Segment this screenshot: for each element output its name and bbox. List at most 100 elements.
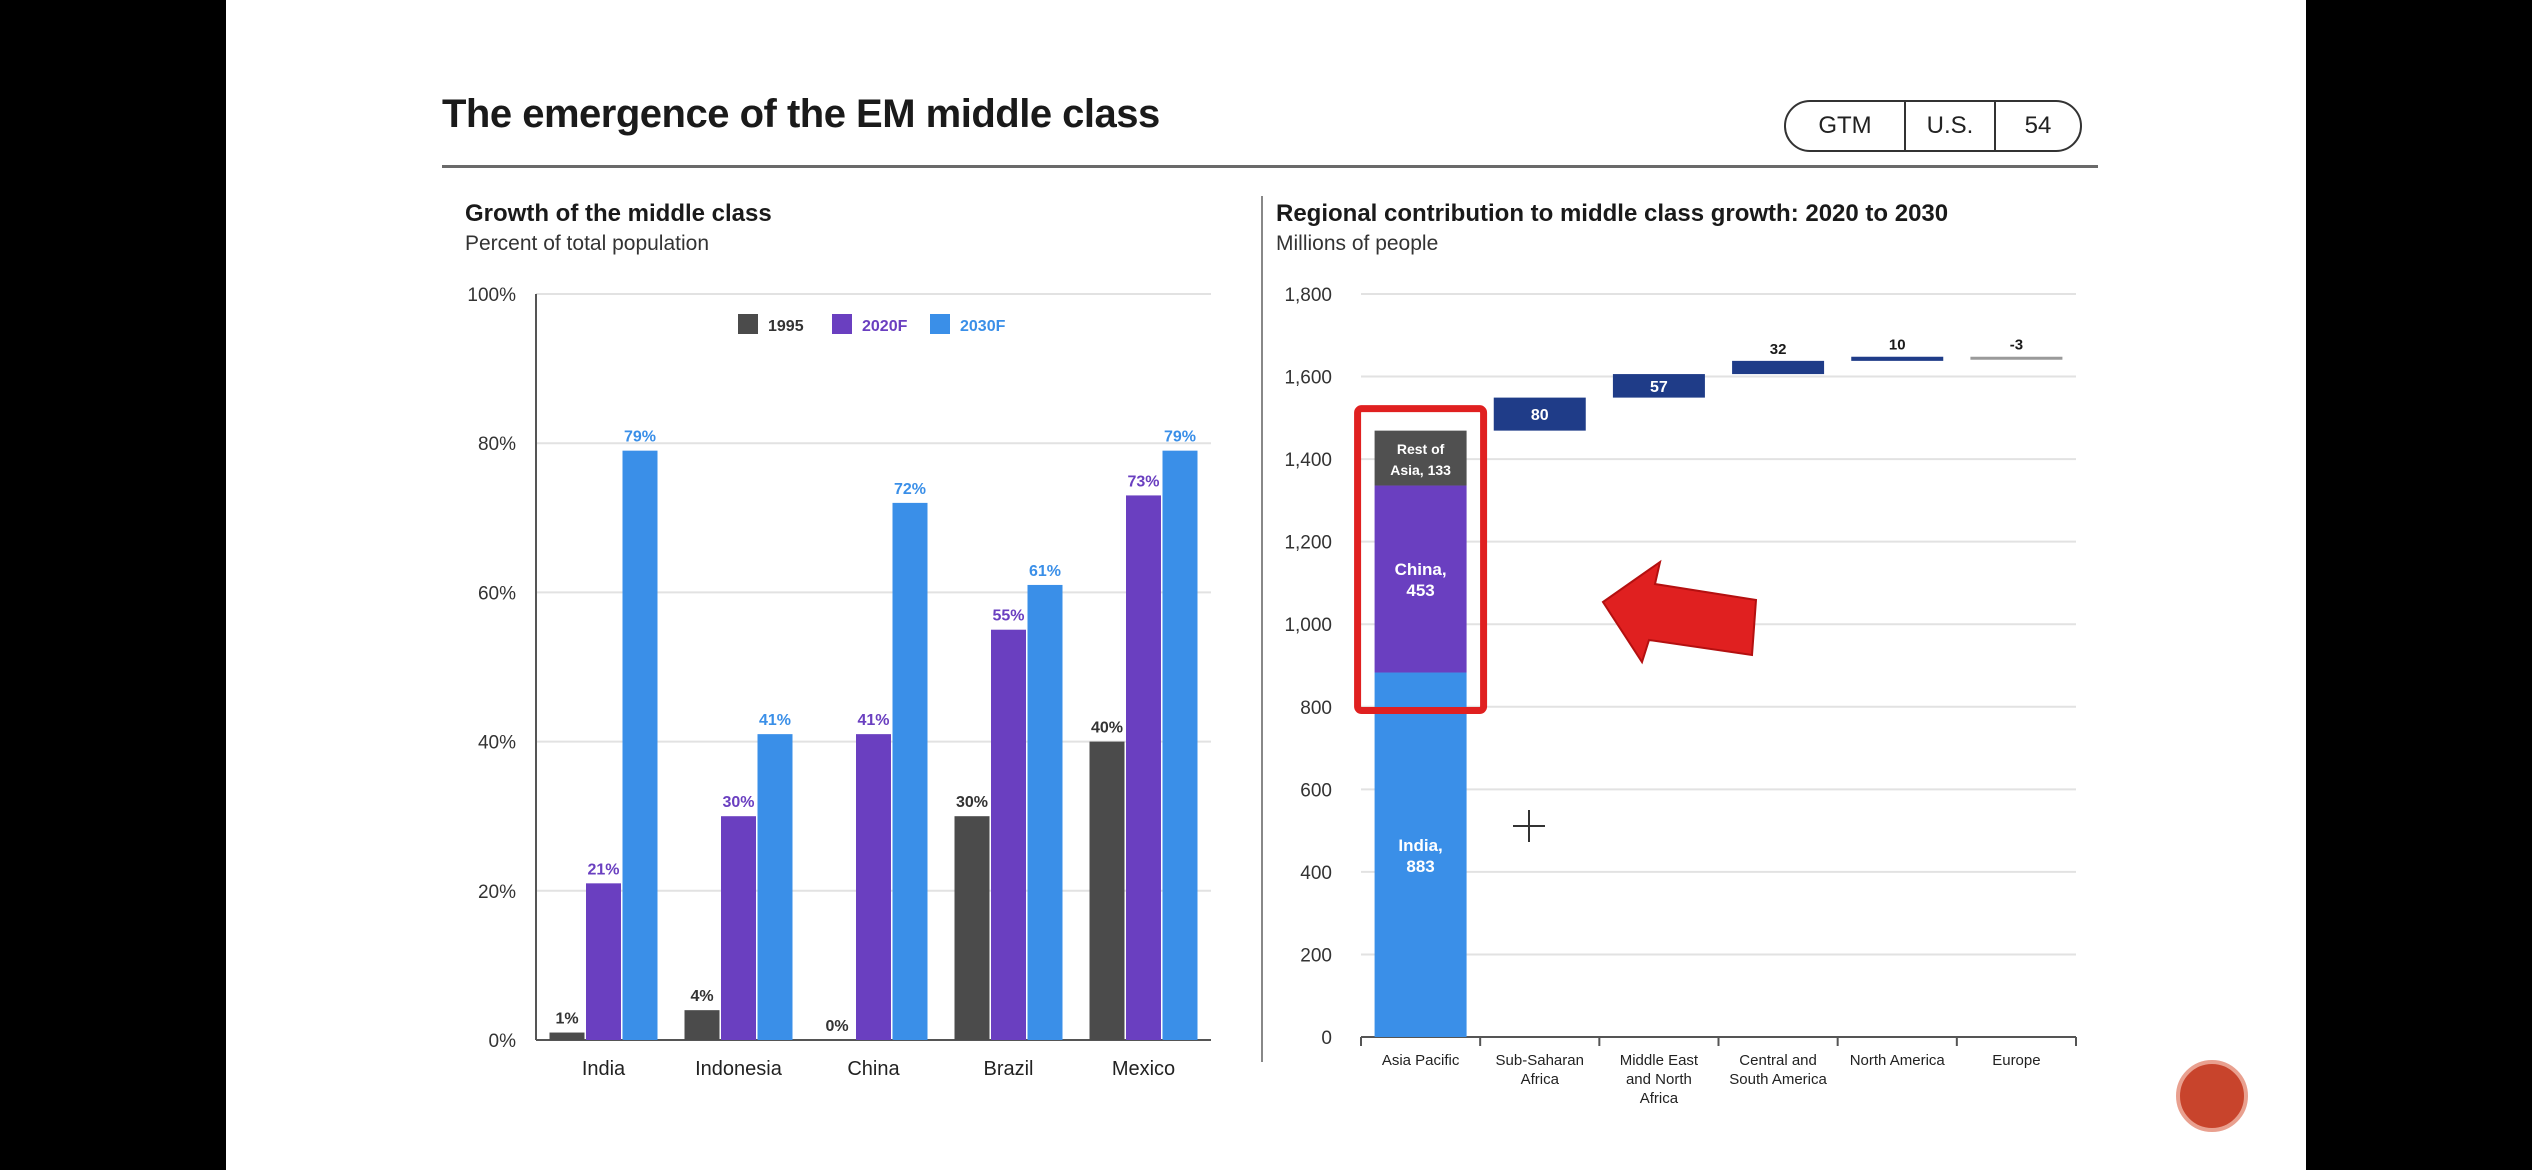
right-y-tick-label: 600 [1300, 780, 1332, 801]
right-bar-asia-pacific-rest-of-asia [1374, 430, 1467, 486]
right-bar-asia-pacific-india [1374, 672, 1467, 1037]
right-x-tick-label: Africa [1640, 1090, 1679, 1107]
badge-region: U.S. [1906, 102, 1996, 150]
left-y-tick-label: 60% [478, 583, 516, 604]
badge-page-number: 54 [2024, 112, 2052, 139]
left-bar-2020F-india [586, 883, 621, 1040]
left-bar-data-label: 40% [1091, 720, 1123, 737]
right-chart-title: Regional contribution to middle class gr… [1276, 200, 1949, 227]
right-bar-north-america [1851, 356, 1944, 361]
charts-canvas: 0%20%40%60%80%100%1%21%79%India4%30%41%I… [467, 285, 2077, 1107]
right-bar-sub-saharan-africa [1493, 397, 1586, 431]
right-bar-data-label: -3 [2010, 337, 2023, 354]
left-x-tick-label: Indonesia [695, 1058, 783, 1080]
left-bar-2030F-mexico [1162, 450, 1198, 1040]
left-bar-data-label: 0% [825, 1018, 848, 1035]
left-bar-2030F-china [892, 502, 928, 1040]
left-chart-subtitle: Percent of total population [465, 232, 710, 255]
left-bar-2020F-china [856, 734, 891, 1040]
right-x-tick-label: South America [1729, 1071, 1827, 1088]
highlight-box [1354, 405, 1488, 715]
left-bar-1995-brazil [954, 816, 990, 1040]
right-bar-data-label: 57 [1650, 379, 1668, 396]
right-y-tick-label: 800 [1300, 698, 1332, 719]
left-y-tick-label: 80% [478, 434, 516, 455]
left-bar-2020F-mexico [1126, 495, 1161, 1040]
left-bar-2030F-brazil [1027, 584, 1063, 1040]
left-bar-data-label: 21% [587, 861, 619, 878]
right-stack-data-label: Asia, 133 [1390, 462, 1451, 478]
left-x-tick-label: Brazil [983, 1058, 1033, 1080]
left-bar-data-label: 30% [956, 794, 988, 811]
title-rule [442, 165, 2098, 168]
left-bar-data-label: 79% [624, 429, 656, 446]
right-x-tick-label: Central and [1739, 1052, 1817, 1069]
annotation-arrow [1601, 559, 1758, 665]
left-bar-2030F-india [622, 450, 658, 1040]
left-bar-data-label: 73% [1127, 473, 1159, 490]
right-stack-data-label: 883 [1406, 857, 1434, 876]
left-y-tick-label: 0% [489, 1031, 517, 1052]
right-bar-asia-pacific-china [1374, 485, 1467, 673]
right-x-tick-label: Asia Pacific [1382, 1052, 1460, 1069]
right-x-tick-label: and North [1626, 1071, 1692, 1088]
slide: The emergence of the EM middle class GTM… [226, 0, 2306, 1170]
left-chart-title: Growth of the middle class [465, 200, 772, 227]
right-x-tick-label: Sub-Saharan [1496, 1052, 1584, 1069]
left-legend-label: 1995 [768, 318, 804, 335]
right-stack-data-label: 453 [1406, 581, 1434, 600]
page-title: The emergence of the EM middle class [442, 92, 1160, 136]
right-x-tick-label: Europe [1992, 1052, 2040, 1069]
right-stack-data-label: Rest of [1397, 441, 1445, 457]
left-bar-data-label: 4% [690, 988, 713, 1005]
left-y-tick-label: 40% [478, 733, 516, 754]
right-y-tick-label: 0 [1321, 1028, 1332, 1049]
left-x-tick-label: Mexico [1112, 1058, 1175, 1080]
left-bar-data-label: 79% [1164, 429, 1196, 446]
panel-divider [1261, 196, 1263, 1062]
right-y-tick-label: 1,800 [1284, 285, 1332, 306]
badge-gtm: GTM [1786, 102, 1906, 150]
right-bar-data-label: 80 [1531, 407, 1549, 424]
right-bar-middle-east-and-north-africa [1612, 374, 1705, 398]
left-legend-swatch-2020F [832, 314, 852, 334]
right-y-tick-label: 1,000 [1284, 615, 1332, 636]
right-bar-europe [1970, 356, 2063, 360]
right-y-tick-label: 200 [1300, 945, 1332, 966]
right-y-tick-label: 1,600 [1284, 368, 1332, 389]
right-y-tick-label: 1,400 [1284, 450, 1332, 471]
left-legend-label: 2030F [960, 318, 1006, 335]
right-stack-data-label: India, [1398, 836, 1442, 855]
left-bar-data-label: 30% [722, 794, 754, 811]
left-bar-1995-mexico [1089, 741, 1125, 1040]
left-x-tick-label: India [582, 1058, 626, 1080]
left-y-tick-label: 20% [478, 882, 516, 903]
right-x-tick-label: Africa [1521, 1071, 1560, 1088]
right-y-tick-label: 400 [1300, 863, 1332, 884]
left-x-tick-label: China [847, 1058, 900, 1080]
left-legend-swatch-2030F [930, 314, 950, 334]
left-bar-2020F-indonesia [721, 816, 756, 1040]
left-bar-2020F-brazil [991, 629, 1026, 1040]
left-bar-data-label: 61% [1029, 563, 1061, 580]
right-chart-subtitle: Millions of people [1276, 232, 1439, 255]
right-x-tick-label: Middle East [1620, 1052, 1699, 1069]
right-stack-data-label: China, [1395, 560, 1447, 579]
left-bar-data-label: 1% [555, 1011, 578, 1028]
right-bar-central-and-south-america [1732, 360, 1825, 375]
page-badge: GTM U.S. 54 [1784, 100, 2082, 152]
right-x-tick-label: North America [1850, 1052, 1946, 1069]
left-legend-label: 2020F [862, 318, 908, 335]
left-bar-2030F-indonesia [757, 734, 793, 1040]
left-legend-swatch-1995 [738, 314, 758, 334]
left-bar-1995-indonesia [684, 1010, 720, 1040]
right-bar-data-label: 10 [1889, 337, 1906, 354]
right-bar-data-label: 32 [1770, 341, 1787, 358]
slide-nav-button[interactable] [2176, 1060, 2248, 1132]
left-y-tick-label: 100% [467, 285, 516, 306]
left-bar-data-label: 41% [759, 712, 791, 729]
left-bar-1995-india [549, 1032, 585, 1040]
right-y-tick-label: 1,200 [1284, 533, 1332, 554]
left-bar-data-label: 41% [857, 712, 889, 729]
left-bar-data-label: 72% [894, 481, 926, 498]
